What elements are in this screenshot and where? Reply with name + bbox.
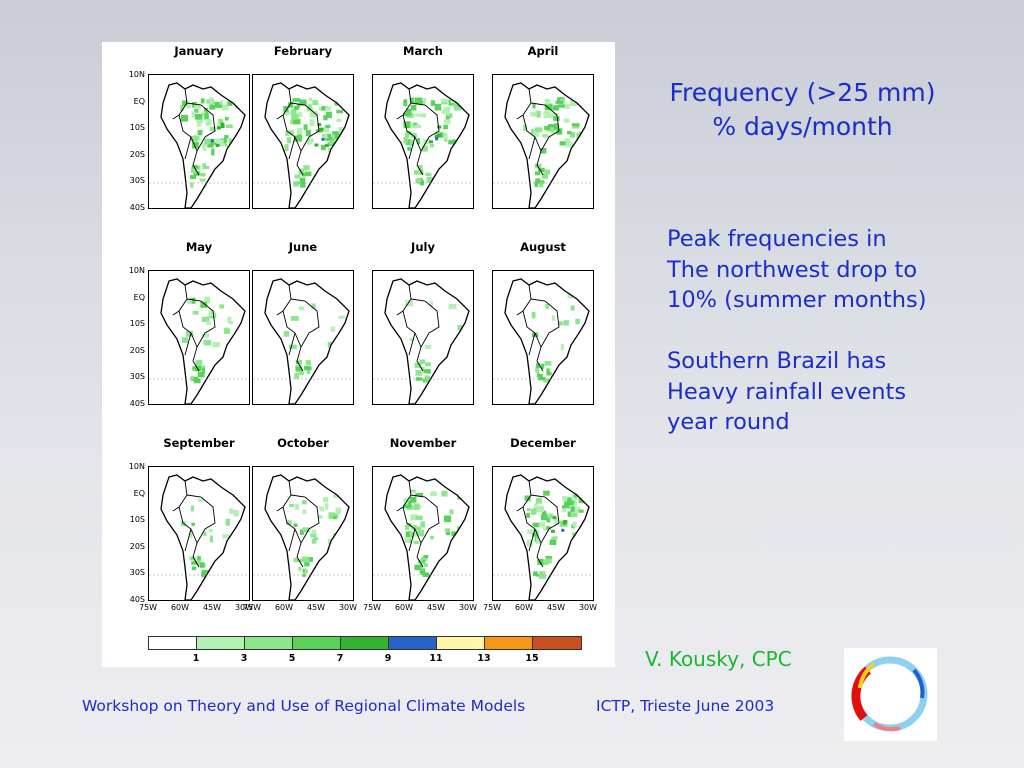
longitude-label: 60W — [514, 603, 534, 612]
latitude-label: 40S — [129, 594, 145, 604]
latitude-label: 10S — [129, 515, 145, 524]
month-map-panel — [148, 466, 250, 601]
month-map-panel — [372, 74, 474, 209]
longitude-label: 75W — [362, 603, 382, 612]
longitude-label: 45W — [426, 603, 446, 612]
note-line: year round — [667, 409, 790, 435]
note-line: 10% (summer months) — [667, 287, 927, 313]
color-scale-cell — [245, 637, 293, 649]
latitude-label: 10S — [129, 319, 145, 328]
color-scale-tick-label: 13 — [477, 653, 491, 664]
month-map-panel — [372, 466, 474, 601]
color-scale-cell — [389, 637, 437, 649]
month-label: June — [288, 240, 318, 254]
longitude-label: 45W — [306, 603, 326, 612]
longitude-label: 75W — [242, 603, 262, 612]
month-label: May — [185, 240, 213, 254]
ictp-logo-icon — [844, 648, 937, 741]
latitude-label: EQ — [133, 96, 145, 106]
color-scale-bar — [148, 636, 582, 650]
color-scale-cell — [341, 637, 389, 649]
color-scale-tick-label: 5 — [288, 653, 296, 664]
latitude-label: 10N — [128, 70, 145, 79]
latitude-label: 20S — [129, 149, 145, 159]
footer-workshop: Workshop on Theory and Use of Regional C… — [82, 697, 526, 715]
note-line: Peak frequencies in — [667, 226, 887, 252]
slide-title: Frequency (>25 mm) % days/month — [630, 76, 975, 144]
month-map-panel — [252, 270, 354, 405]
month-label: August — [520, 240, 566, 254]
longitude-label: 75W — [482, 603, 502, 612]
month-label: October — [277, 436, 329, 450]
longitude-label: 60W — [170, 603, 190, 612]
longitude-label: 45W — [202, 603, 222, 612]
title-line-1: Frequency (>25 mm) — [669, 78, 936, 107]
title-line-2: % days/month — [712, 112, 893, 141]
note-paragraph-1: Peak frequencies in The northwest drop t… — [667, 224, 1012, 316]
month-map-panel — [492, 74, 594, 209]
month-map-panel — [492, 270, 594, 405]
latitude-label: 20S — [129, 345, 145, 355]
color-scale-cell — [485, 637, 533, 649]
latitude-label: EQ — [133, 488, 145, 498]
color-scale-tick-label: 11 — [429, 653, 443, 664]
month-map-panel — [492, 466, 594, 601]
month-label: July — [411, 240, 435, 254]
note-paragraph-2: Southern Brazil has Heavy rainfall event… — [667, 346, 1012, 438]
month-label: January — [174, 44, 224, 58]
latitude-label: 10N — [128, 462, 145, 471]
note-line: Heavy rainfall events — [667, 378, 907, 405]
month-label: March — [403, 44, 443, 58]
month-label: February — [273, 44, 333, 58]
note-line: Southern Brazil has — [667, 348, 887, 374]
latitude-label: 10S — [129, 123, 145, 132]
color-scale-tick-label: 3 — [240, 653, 248, 664]
month-label: December — [510, 436, 576, 450]
longitude-label: 30W — [338, 603, 358, 612]
latitude-label: EQ — [133, 292, 145, 302]
note-line: The northwest drop to — [667, 256, 918, 283]
latitude-label: 20S — [129, 541, 145, 551]
month-map-panel — [148, 74, 250, 209]
month-label: April — [527, 44, 559, 58]
color-scale-cell — [197, 637, 245, 649]
longitude-label: 30W — [458, 603, 478, 612]
color-scale-cell — [293, 637, 341, 649]
latitude-label: 40S — [129, 398, 145, 408]
month-map-panel — [148, 270, 250, 405]
longitude-label: 75W — [138, 603, 158, 612]
rainfall-frequency-map-figure: January 10N EQ 10S 20S 30S 40S February March … — [102, 42, 615, 667]
latitude-label: 40S — [129, 202, 145, 212]
author-credit: V. Kousky, CPC — [645, 647, 792, 671]
color-scale-tick-label: 7 — [336, 653, 344, 664]
month-map-panel — [252, 466, 354, 601]
longitude-label: 30W — [578, 603, 598, 612]
color-scale-cell — [533, 637, 581, 649]
latitude-label: 30S — [129, 176, 145, 185]
footer-venue-date: ICTP, Trieste June 2003 — [596, 697, 775, 715]
month-label: November — [389, 436, 457, 450]
longitude-label: 45W — [546, 603, 566, 612]
latitude-label: 10N — [128, 266, 145, 275]
month-map-panel — [372, 270, 474, 405]
longitude-label: 60W — [274, 603, 294, 612]
longitude-label: 30W — [234, 603, 254, 612]
latitude-label: 30S — [129, 568, 145, 577]
month-label: September — [163, 436, 235, 450]
color-scale-tick-label: 9 — [384, 653, 392, 664]
latitude-label: 30S — [129, 372, 145, 381]
month-map-panel — [252, 74, 354, 209]
longitude-label: 60W — [394, 603, 414, 612]
color-scale-tick-label: 15 — [525, 653, 539, 664]
color-scale-cell — [149, 637, 197, 649]
color-scale-tick-label: 1 — [192, 653, 200, 664]
color-scale-cell — [437, 637, 485, 649]
